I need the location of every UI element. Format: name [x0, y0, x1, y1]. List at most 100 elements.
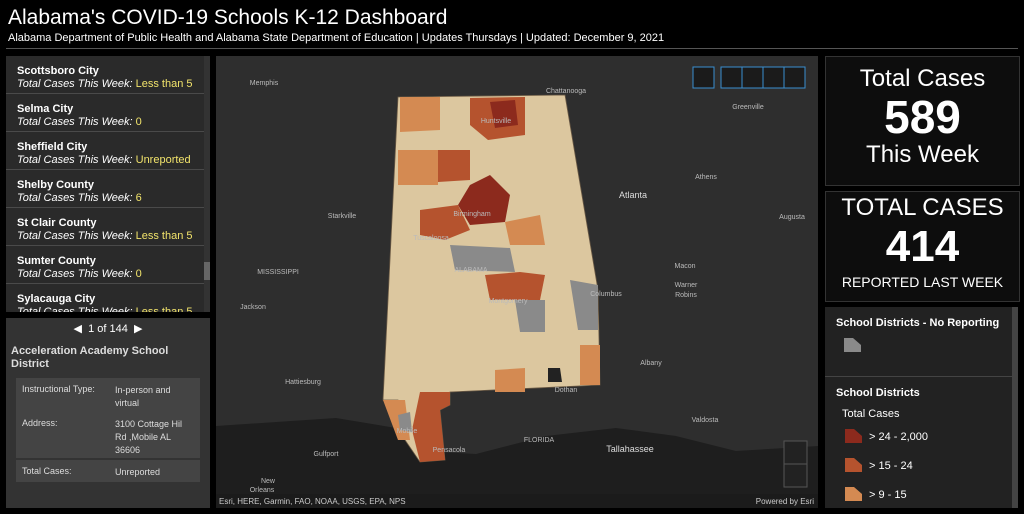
item-line: Total Cases This Week: 0 — [17, 116, 142, 128]
place-label: Macon — [674, 263, 695, 270]
district-area — [548, 368, 562, 382]
item-name: Scottsboro City — [17, 65, 99, 77]
district-area — [485, 272, 545, 300]
list-item[interactable]: Sumter County Total Cases This Week: 0 — [6, 246, 204, 284]
list-item[interactable]: Shelby County Total Cases This Week: 6 — [6, 170, 204, 208]
legend: School Districts - No Reporting School D… — [825, 307, 1018, 508]
place-label: Birmingham — [453, 211, 491, 218]
detail-row: Address: 3100 Cottage Hil Rd ,Mobile AL 3… — [16, 412, 200, 458]
place-label: Robins — [675, 292, 697, 299]
list-item[interactable]: Scottsboro City Total Cases This Week: Le… — [6, 56, 204, 94]
stat-value: 589 — [884, 91, 961, 143]
divider — [825, 376, 1018, 377]
legend-label: > 24 - 2,000 — [869, 431, 929, 443]
detail-row: Total Cases: Unreported — [16, 460, 200, 482]
place-label: Montgomery — [489, 298, 528, 305]
list-item[interactable]: Sheffield City Total Cases This Week: Unr… — [6, 132, 204, 170]
place-label: Orleans — [250, 487, 275, 494]
item-name: Sheffield City — [17, 141, 88, 153]
stat-value: 414 — [885, 222, 960, 271]
detail-value: 3100 Cottage Hil Rd ,Mobile AL 36606 — [115, 419, 183, 455]
place-label: New — [261, 478, 276, 485]
item-line: Total Cases This Week: Less than 5 — [17, 306, 193, 312]
list-item[interactable]: Sylacauga City Total Cases This Week: Les… — [6, 284, 204, 312]
map: Memphis Chattanooga Huntsville Greenville At… — [216, 56, 818, 508]
place-label: FLORIDA — [524, 437, 555, 444]
legend-label: > 15 - 24 — [869, 460, 913, 472]
detail-title: Acceleration Academy School District — [11, 345, 169, 370]
district-area — [570, 280, 598, 330]
place-label: Chattanooga — [546, 88, 586, 95]
district-area — [450, 245, 515, 272]
district-area — [515, 300, 545, 332]
item-value: Less than 5 — [135, 306, 193, 312]
place-label: MISSISSIPPI — [257, 269, 299, 276]
map-labels: Memphis Chattanooga Huntsville Greenville At… — [240, 80, 805, 494]
item-name: St Clair County — [17, 217, 97, 229]
swatch — [844, 338, 861, 352]
district-area — [458, 175, 510, 225]
detail-key: Total Cases: — [22, 466, 72, 476]
swatch — [845, 487, 862, 501]
stat-heading: TOTAL CASES — [841, 194, 1004, 221]
list-item[interactable]: St Clair County Total Cases This Week: Le… — [6, 208, 204, 246]
swatch — [845, 429, 862, 443]
item-value: Less than 5 — [135, 230, 193, 242]
district-area — [505, 215, 545, 245]
place-label: Jackson — [240, 304, 266, 311]
detail-key: Instructional Type: — [22, 384, 95, 394]
item-label: Total Cases This Week: — [17, 116, 133, 128]
place-label: Tallahassee — [606, 444, 654, 454]
item-label: Total Cases This Week: — [17, 268, 133, 280]
legend-title: School Districts — [836, 387, 920, 399]
district-area — [580, 345, 600, 385]
stat-caption: REPORTED LAST WEEK — [841, 274, 1004, 290]
legend-swatch — [845, 487, 862, 501]
place-label: Pensacola — [433, 447, 466, 454]
place-label: Huntsville — [481, 118, 511, 125]
detail-value: Unreported — [115, 467, 161, 477]
gulf-water — [216, 418, 818, 508]
item-line: Total Cases This Week: 0 — [17, 268, 142, 280]
item-label: Total Cases This Week: — [17, 230, 133, 242]
stat-box: TOTAL CASES 414 REPORTED LAST WEEK — [825, 191, 1020, 302]
scrollbar-thumb[interactable] — [204, 262, 210, 280]
scrollbar[interactable] — [1012, 307, 1018, 508]
item-name: Sylacauga City — [17, 293, 96, 305]
pager-text: 1 of 144 — [88, 323, 128, 335]
legend-swatch — [845, 458, 862, 472]
legend-button[interactable] — [741, 66, 764, 89]
scrollbar[interactable] — [204, 56, 210, 312]
stat-caption: This Week — [866, 141, 979, 168]
legend-swatch — [845, 429, 862, 443]
item-value: 0 — [135, 116, 142, 128]
district-area — [398, 412, 412, 432]
zoom-out[interactable] — [783, 463, 808, 488]
prev-button[interactable]: ◀ — [73, 323, 89, 335]
item-name: Selma City — [17, 103, 74, 115]
item-value: 6 — [135, 192, 142, 204]
place-label: Columbus — [590, 291, 622, 298]
district-list: Scottsboro City Total Cases This Week: Le… — [6, 56, 210, 312]
place-label: ALABAMA — [454, 267, 487, 274]
next-button[interactable]: ▶ — [127, 323, 143, 335]
layers-button[interactable] — [762, 66, 785, 89]
home-button[interactable] — [720, 66, 743, 89]
legend-swatch — [844, 338, 861, 352]
basemap-button[interactable] — [783, 66, 806, 89]
place-label: Dothan — [555, 387, 578, 394]
place-label: Athens — [695, 174, 717, 181]
list-item[interactable]: Selma City Total Cases This Week: 0 — [6, 94, 204, 132]
place-label: Starkville — [328, 213, 357, 220]
search-button[interactable] — [692, 66, 715, 89]
place-label: Augusta — [779, 214, 805, 221]
zoom-in[interactable] — [783, 440, 808, 465]
powered-by: Powered by Esri — [756, 497, 814, 506]
district-area — [490, 100, 518, 128]
legend-subtitle: Total Cases — [842, 408, 900, 420]
item-name: Sumter County — [17, 255, 96, 267]
district-area — [398, 150, 438, 185]
attribution-bar — [216, 494, 818, 508]
item-line: Total Cases This Week: Unreported — [17, 154, 191, 166]
